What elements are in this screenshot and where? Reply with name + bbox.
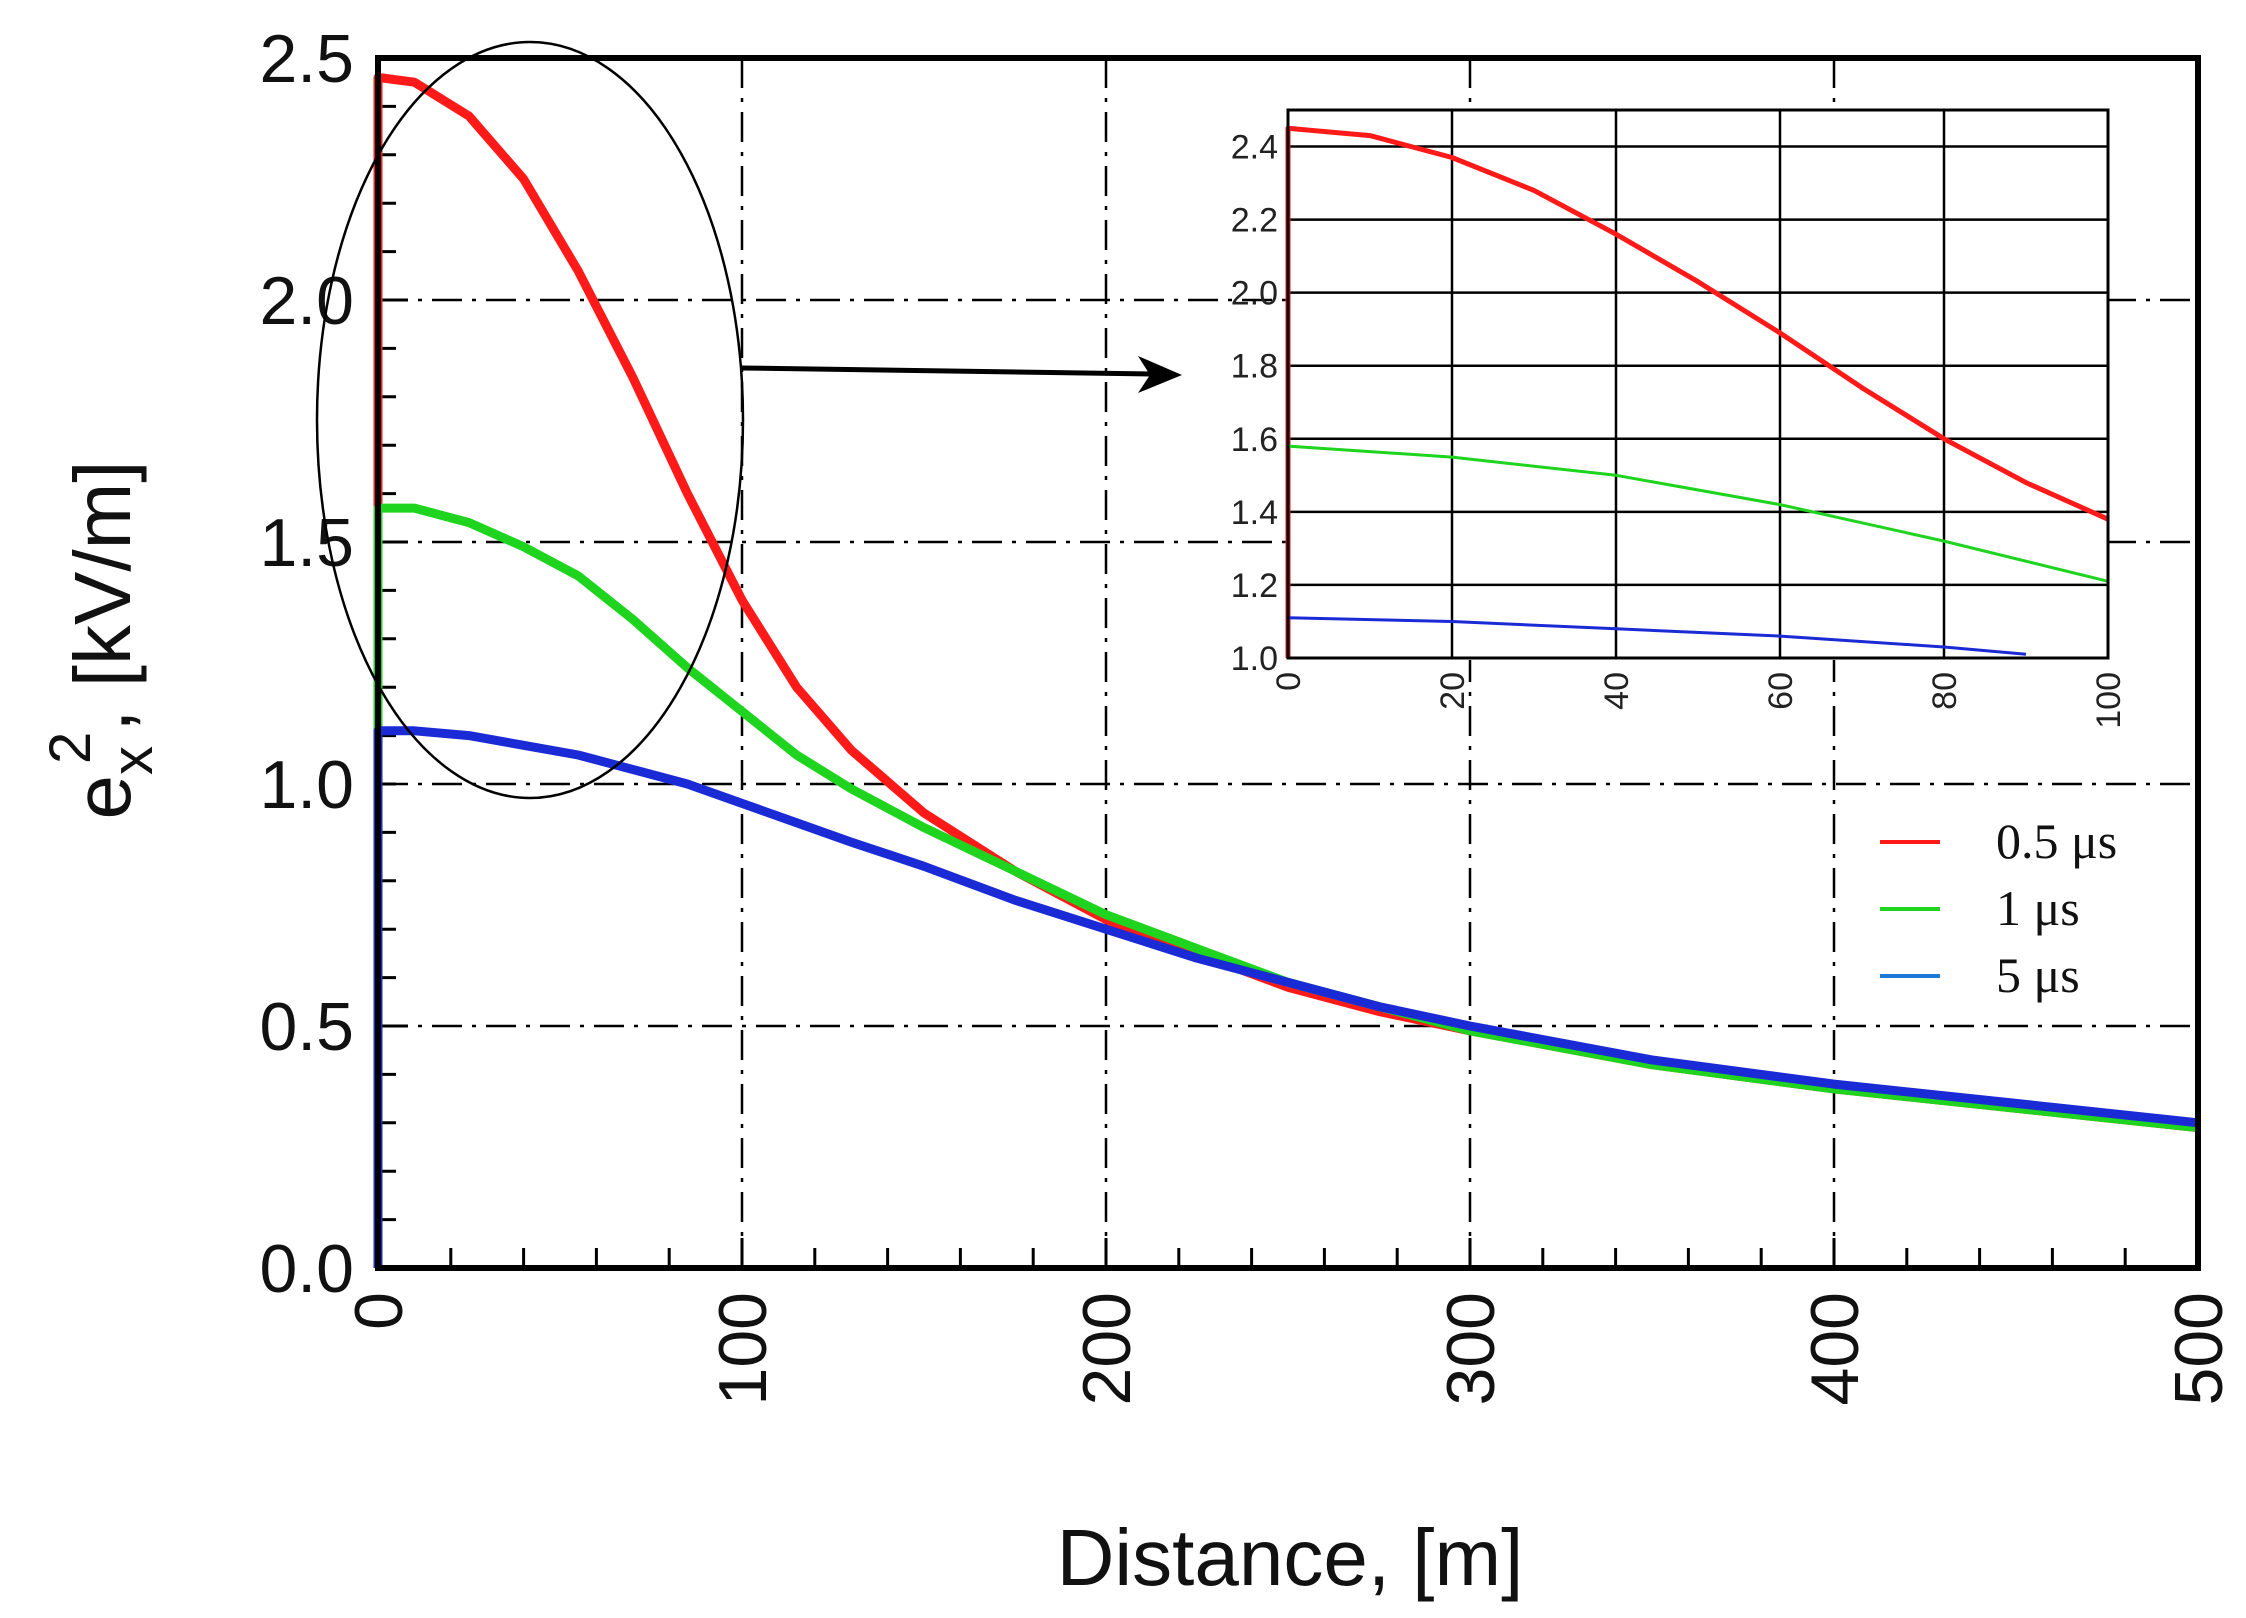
main-x-tick-label: 100: [705, 1292, 781, 1405]
y-axis-title-units: , [kV/m]: [58, 461, 147, 732]
inset-y-tick-label: 2.0: [1231, 275, 1278, 313]
x-axis-title: Distance, [m]: [1057, 1513, 1524, 1602]
main-x-tick-label: 400: [1797, 1292, 1873, 1405]
inset-x-tick-label: 100: [2090, 672, 2128, 729]
inset-y-tick-label: 1.2: [1231, 567, 1278, 605]
main-y-tick-label: 0.0: [259, 1231, 354, 1307]
inset-plot-frame: [1286, 108, 2110, 660]
inset-y-tick-label: 1.6: [1231, 421, 1278, 459]
main-x-tick-labels: 0 100 200 300 400 500: [341, 1292, 2237, 1405]
inset-x-tick-label: 40: [1598, 672, 1636, 710]
inset-x-tick-label: 80: [1926, 672, 1964, 710]
callout-arrow: [741, 356, 1182, 393]
inset-y-tick-label: 1.8: [1231, 348, 1278, 386]
main-y-tick-label: 1.0: [259, 747, 354, 823]
main-y-tick-label: 1.5: [259, 505, 354, 581]
y-axis-title-superscript: 2: [38, 732, 103, 764]
inset-y-tick-label: 1.4: [1231, 494, 1278, 532]
inset-y-tick-label: 2.4: [1231, 129, 1278, 167]
main-plot-frame: [375, 55, 2201, 1271]
main-y-tick-label: 2.0: [259, 263, 354, 339]
inset-y-tick-label: 1.0: [1231, 640, 1278, 678]
inset-grid: [1288, 110, 2108, 658]
main-x-tick-label: 200: [1069, 1292, 1145, 1405]
inset-y-tick-labels: 1.0 1.2 1.4 1.6 1.8 2.0 2.2 2.4: [1231, 129, 1278, 678]
legend-label-2: 1 μs: [1996, 880, 2080, 936]
legend-label-3: 5 μs: [1996, 947, 2080, 1003]
main-x-tick-label: 0: [341, 1292, 417, 1330]
inset-x-tick-labels: 0 20 40 60 80 100: [1270, 672, 2128, 729]
inset-series-line-1: [1285, 125, 2110, 658]
main-y-tick-labels: 0.0 0.5 1.0 1.5 2.0 2.5: [259, 21, 354, 1307]
highlight-ellipse: [315, 40, 745, 800]
main-y-tick-label: 0.5: [259, 989, 354, 1065]
inset-x-tick-label: 60: [1762, 672, 1800, 710]
legend: 0.5 μs 1 μs 5 μs: [1860, 800, 2192, 1020]
inset-x-tick-label: 0: [1270, 672, 1308, 691]
main-x-tick-label: 500: [2161, 1292, 2237, 1405]
svg-text:ex2, [kV/m]: ex2, [kV/m]: [38, 461, 165, 820]
main-series-line-3: [373, 726, 2199, 1268]
main-x-tick-label: 300: [1433, 1292, 1509, 1405]
inset-x-tick-label: 20: [1434, 672, 1472, 710]
main-series-line-2: [373, 503, 2199, 1268]
main-series: [373, 72, 2199, 1268]
legend-label-1: 0.5 μs: [1996, 813, 2117, 869]
inset-background: [1286, 108, 2109, 660]
y-axis-title-subscript: x: [100, 746, 165, 775]
y-axis-title: ex2, [kV/m]: [38, 461, 165, 820]
main-y-tick-label: 2.5: [259, 21, 354, 97]
inset-y-tick-label: 2.2: [1231, 202, 1278, 240]
y-axis-title-base: e: [58, 775, 147, 820]
